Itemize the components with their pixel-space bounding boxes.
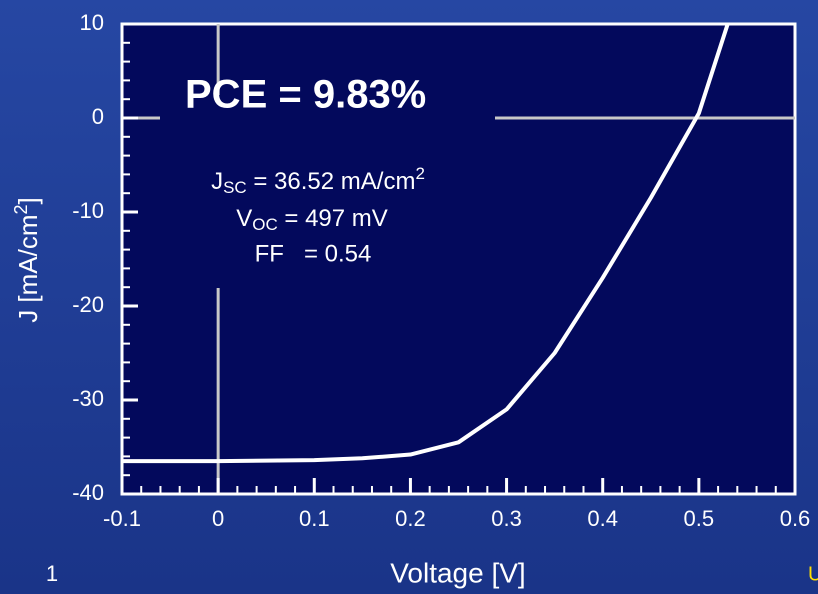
y-label-text: J [mA/cm	[13, 214, 43, 322]
voc-text: V	[236, 205, 252, 232]
y-label-sup: 2	[11, 204, 31, 214]
y-tick-label: 0	[92, 104, 104, 129]
voc-annotation: VOC = 497 mV	[236, 205, 388, 234]
y-tick-label: -30	[72, 386, 104, 411]
x-tick-label: 0.1	[299, 506, 330, 531]
pce-annotation: PCE = 9.83%	[185, 73, 426, 117]
x-axis-label: Voltage [V]	[390, 557, 525, 588]
x-tick-label: 0.4	[587, 506, 618, 531]
x-tick-label: -0.1	[103, 506, 141, 531]
page-number: 1	[46, 561, 58, 586]
corner-text: U	[808, 563, 818, 585]
y-tick-label: 10	[80, 10, 104, 35]
voc-text: = 497 mV	[278, 205, 388, 232]
jsc-sub: SC	[223, 178, 247, 197]
voc-sub: OC	[252, 215, 278, 234]
y-axis-label: J [mA/cm2]	[11, 197, 43, 323]
x-tick-label: 0.5	[684, 506, 715, 531]
y-tick-label: -10	[72, 198, 104, 223]
jsc-annotation: JSC = 36.52 mA/cm2	[211, 164, 425, 197]
x-tick-label: 0	[212, 506, 224, 531]
y-tick-label: -40	[72, 480, 104, 505]
jsc-sup: 2	[415, 164, 424, 183]
x-tick-label: 0.2	[395, 506, 426, 531]
x-tick-label: 0.3	[491, 506, 522, 531]
jv-curve	[122, 23, 730, 464]
jsc-text: = 36.52 mA/cm	[247, 168, 416, 195]
x-tick-label: 0.6	[780, 506, 811, 531]
ff-annotation: FF = 0.54	[255, 240, 372, 267]
y-label-text: ]	[13, 197, 43, 204]
plot-area	[120, 22, 797, 496]
y-tick-label: -20	[72, 292, 104, 317]
jsc-text: J	[211, 168, 223, 195]
